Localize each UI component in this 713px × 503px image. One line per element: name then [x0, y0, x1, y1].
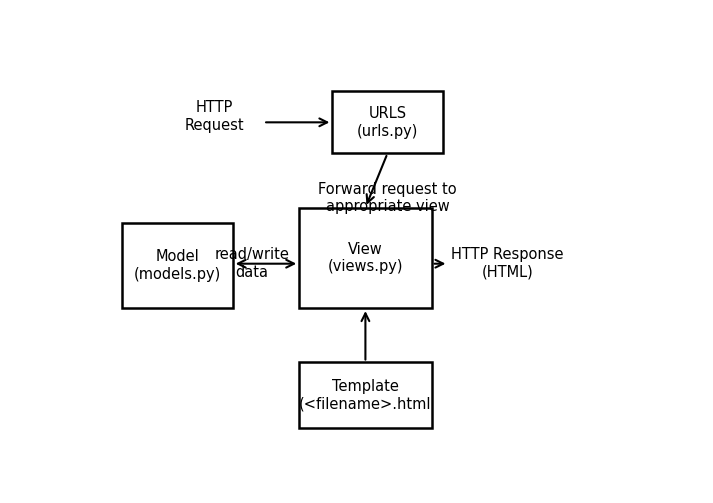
Text: read/write
data: read/write data [215, 247, 289, 280]
Text: URLS
(urls.py): URLS (urls.py) [356, 106, 419, 138]
Text: Model
(models.py): Model (models.py) [134, 249, 221, 282]
FancyBboxPatch shape [299, 208, 432, 308]
FancyBboxPatch shape [299, 363, 432, 429]
Text: View
(views.py): View (views.py) [328, 241, 403, 274]
Text: Template
(<filename>.html: Template (<filename>.html [299, 379, 431, 411]
Text: HTTP Response
(HTML): HTTP Response (HTML) [451, 247, 563, 280]
FancyBboxPatch shape [332, 92, 443, 153]
FancyBboxPatch shape [123, 223, 232, 308]
Text: HTTP
Request: HTTP Request [184, 100, 244, 133]
Text: Forward request to
appropriate view: Forward request to appropriate view [318, 182, 457, 214]
